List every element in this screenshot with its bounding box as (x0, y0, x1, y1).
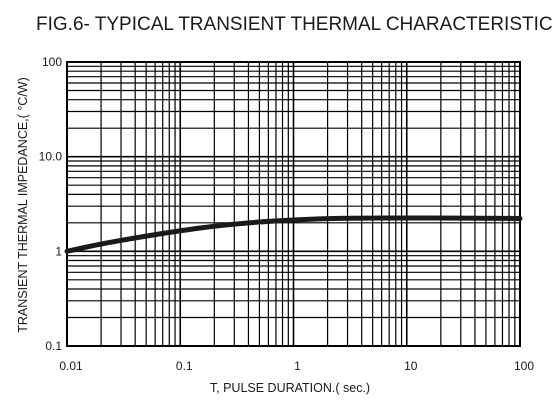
x-tick-label: 1 (294, 359, 301, 373)
y-tick-label: 10.0 (39, 150, 63, 164)
grid (66, 62, 520, 347)
x-axis-label: T, PULSE DURATION.( sec.) (210, 381, 370, 395)
y-tick-label: 100 (42, 55, 62, 69)
x-tick-label: 100 (514, 359, 534, 373)
y-tick-label: 0.1 (45, 339, 62, 353)
x-tick-label: 10 (404, 359, 418, 373)
chart-title: FIG.6- TYPICAL TRANSIENT THERMAL CHARACT… (36, 14, 553, 35)
x-axis-ticks: 0.01 0.1 1 10 100 (59, 359, 534, 373)
y-tick-label: 1 (55, 244, 62, 258)
x-tick-label: 0.01 (59, 359, 83, 373)
x-tick-label: 0.1 (176, 359, 193, 373)
y-axis-label: TRANSIENT THERMAL IMPEDANCE,( °C/W) (16, 77, 30, 332)
plot-frame (66, 61, 521, 347)
y-axis-ticks: 0.1 1 10.0 100 (39, 55, 63, 353)
series-line-0 (64, 215, 523, 254)
